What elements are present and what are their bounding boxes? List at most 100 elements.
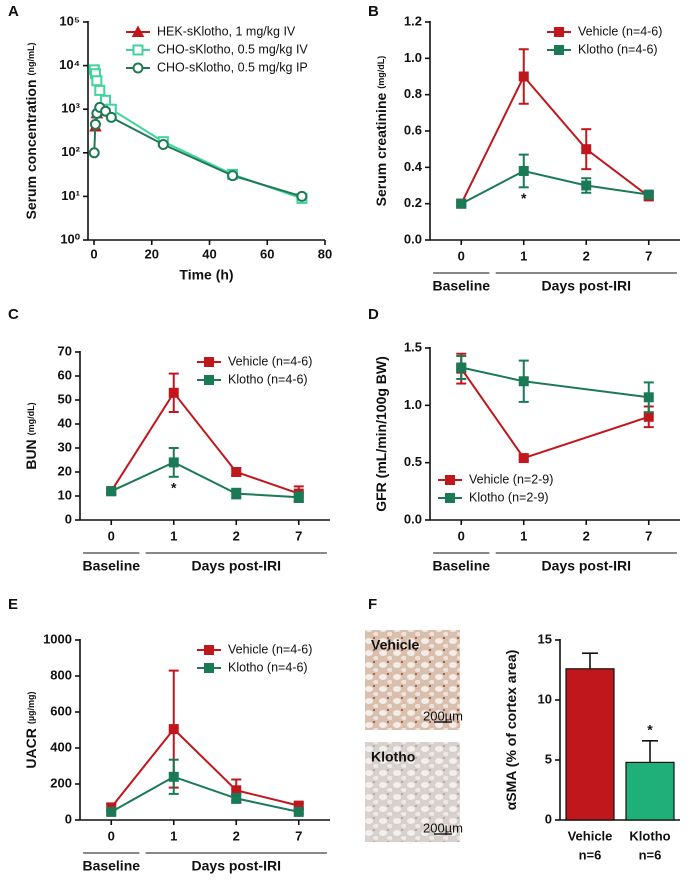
x-tick-label: 40 [202, 246, 216, 261]
y-tick-label: 0.8 [404, 86, 422, 101]
y-tick-label: 10⁴ [59, 57, 80, 72]
y-tick-label: 50 [58, 391, 72, 406]
y-tick-label: 40 [58, 415, 72, 430]
y-tick-label: 10 [538, 691, 552, 706]
panel-label: E [8, 596, 18, 613]
marker [168, 724, 179, 735]
marker [131, 25, 145, 37]
marker [132, 44, 144, 56]
y-tick-label: 0.4 [404, 159, 423, 174]
x-tick-label: 0 [90, 246, 97, 261]
marker [168, 387, 179, 398]
y-axis-title: BUN (mg/dL) [23, 402, 39, 469]
y-tick-label: 10⁰ [60, 231, 80, 246]
marker [293, 806, 304, 817]
y-axis-title: Serum concentration (ng/mL) [23, 42, 39, 219]
marker [227, 170, 239, 182]
marker [456, 362, 467, 373]
marker [89, 118, 101, 130]
legend-label: HEK-sKlotho, 1 mg/kg IV [157, 24, 296, 38]
legend-label: CHO-sKlotho, 0.5 mg/kg IP [157, 60, 308, 74]
y-axis-title: UACR (µg/mg) [23, 691, 39, 768]
marker [231, 793, 242, 804]
y-tick-label: 10³ [61, 101, 80, 116]
x-tick-label: Vehicle [568, 828, 613, 843]
image-label: Klotho [371, 749, 415, 765]
annotation: * [521, 190, 527, 206]
x-tick-label: 7 [295, 828, 302, 843]
scale-bar-label: 200µm [423, 708, 463, 723]
y-axis-unit: (µg/mg) [26, 691, 36, 724]
y-axis-unit: (mg/dL) [376, 56, 386, 89]
marker [204, 357, 214, 367]
group-label: Days post-IRI [192, 558, 281, 574]
y-axis-title-text: Serum concentration [23, 79, 39, 219]
y-tick-label: 0.6 [404, 122, 422, 137]
y-axis-unit: (mg/dL) [26, 402, 36, 435]
group-label: Days post-IRI [542, 558, 631, 574]
marker [132, 62, 144, 74]
series-line [461, 366, 649, 399]
marker [204, 663, 214, 673]
panel-label: C [8, 306, 19, 323]
series-line [93, 69, 303, 200]
marker [581, 144, 592, 155]
y-tick-label: 30 [58, 439, 72, 454]
x-tick-label: 1 [170, 528, 177, 543]
series-line [110, 461, 299, 499]
series-line [110, 775, 300, 813]
y-axis-title-text: GFR (mL/min/100g BW) [373, 356, 389, 512]
marker [296, 190, 308, 202]
legend-label: Klotho (n=4-6) [578, 42, 658, 56]
marker [293, 492, 304, 503]
y-tick-label: 0.5 [404, 454, 422, 469]
error-bar [582, 652, 598, 669]
marker [518, 376, 529, 387]
y-tick-label: 60 [58, 367, 72, 382]
series-line [460, 74, 650, 205]
group-label: Baseline [432, 558, 490, 574]
y-tick-label: 5 [545, 751, 552, 766]
y-tick-label: 400 [50, 739, 72, 754]
series-line [93, 105, 303, 198]
y-tick-label: 600 [50, 703, 72, 718]
histology-image [365, 742, 460, 842]
legend-label: Vehicle (n=4-6) [578, 24, 662, 38]
y-tick-label: 15 [538, 631, 552, 646]
marker [231, 467, 242, 477]
x-tick-label: 7 [645, 248, 652, 263]
marker [518, 71, 529, 82]
series-line [110, 391, 300, 495]
marker [157, 139, 169, 151]
marker [168, 457, 179, 468]
legend-label: Vehicle (n=4-6) [228, 354, 312, 368]
x-tick-label: 0 [458, 528, 465, 543]
x-tick-label: 20 [145, 246, 159, 261]
y-axis-title-text: BUN [23, 439, 39, 469]
histology-image [365, 630, 460, 730]
marker [168, 771, 179, 782]
x-tick-label: 0 [108, 828, 115, 843]
x-tick-label: 0 [458, 248, 465, 263]
y-tick-label: 1.5 [404, 339, 422, 354]
legend-label: CHO-sKlotho, 0.5 mg/kg IV [157, 42, 308, 56]
marker [106, 486, 117, 497]
marker [100, 94, 112, 106]
marker [91, 75, 103, 87]
x-axis-title: Time (h) [179, 267, 233, 283]
marker [581, 180, 592, 191]
y-tick-label: 10 [58, 487, 72, 502]
scale-bar-label: 200µm [423, 820, 463, 835]
y-tick-label: 10¹ [61, 188, 80, 203]
panel-label: B [368, 3, 379, 20]
y-tick-label: 0.2 [404, 195, 422, 210]
legend-label: Klotho (n=2-9) [469, 490, 549, 504]
marker [94, 84, 106, 96]
marker [518, 453, 529, 464]
series-line [110, 727, 300, 809]
image-label: Vehicle [371, 637, 419, 653]
y-axis-title: GFR (mL/min/100g BW) [373, 356, 389, 512]
y-axis-title-text: αSMA (% of cortex area) [503, 650, 519, 811]
marker [643, 411, 654, 422]
y-axis-title: Serum creatinine (mg/dL) [373, 56, 389, 207]
